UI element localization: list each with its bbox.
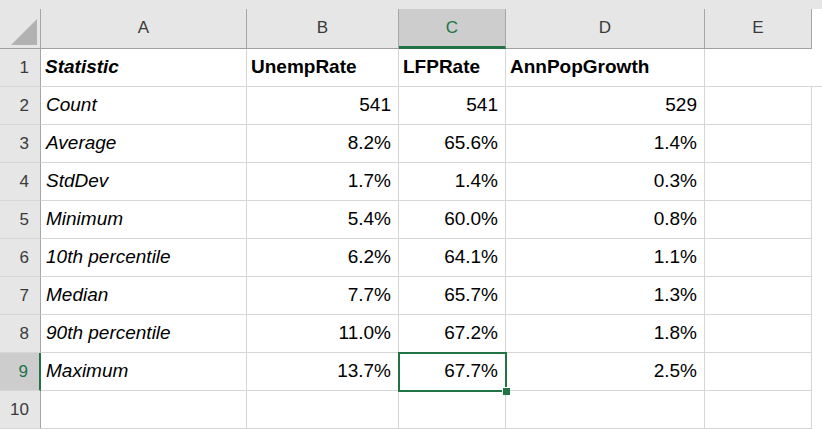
cell-D5[interactable]: 0.8% xyxy=(506,201,705,239)
row-header-7[interactable]: 7 xyxy=(0,277,41,315)
cell-B2[interactable]: 541 xyxy=(247,87,399,125)
cell-D4[interactable]: 0.3% xyxy=(506,163,705,201)
cell-B6[interactable]: 6.2% xyxy=(247,239,399,277)
cell-E4[interactable] xyxy=(705,163,812,201)
column-header-E[interactable]: E xyxy=(705,9,812,49)
spreadsheet-row-3: Average 8.2% 65.6% 1.4% xyxy=(41,125,812,163)
column-header-B[interactable]: B xyxy=(247,9,399,49)
cell-grid: Statistic UnempRate LFPRate AnnPopGrowth… xyxy=(41,49,812,429)
cell-D10[interactable] xyxy=(506,391,705,429)
row-header-1[interactable]: 1 xyxy=(0,49,41,87)
cell-A6[interactable]: 10th percentile xyxy=(41,239,247,277)
spreadsheet-row-5: Minimum 5.4% 60.0% 0.8% xyxy=(41,201,812,239)
cell-C2[interactable]: 541 xyxy=(399,87,506,125)
cell-D7[interactable]: 1.3% xyxy=(506,277,705,315)
select-all-triangle-icon xyxy=(11,19,37,45)
cell-A10[interactable] xyxy=(41,391,247,429)
column-header-A[interactable]: A xyxy=(41,9,247,49)
cell-E8[interactable] xyxy=(705,315,812,353)
fill-handle[interactable] xyxy=(502,387,510,395)
cell-D3[interactable]: 1.4% xyxy=(506,125,705,163)
cell-B1[interactable]: UnempRate xyxy=(247,49,399,87)
row-header-4[interactable]: 4 xyxy=(0,163,41,201)
cell-E9[interactable] xyxy=(705,353,812,391)
cell-D1[interactable]: AnnPopGrowth xyxy=(506,49,705,87)
cell-A5[interactable]: Minimum xyxy=(41,201,247,239)
top-strip xyxy=(0,0,822,9)
cell-E6[interactable] xyxy=(705,239,812,277)
cell-B9[interactable]: 13.7% xyxy=(247,353,399,391)
cell-C1[interactable]: LFPRate xyxy=(399,49,506,87)
column-header-D[interactable]: D xyxy=(506,9,705,49)
cell-B10[interactable] xyxy=(247,391,399,429)
cell-A9[interactable]: Maximum xyxy=(41,353,247,391)
cell-A1[interactable]: Statistic xyxy=(41,49,247,87)
cell-A2[interactable]: Count xyxy=(41,87,247,125)
cell-C4[interactable]: 1.4% xyxy=(399,163,506,201)
row-header-bar: 1 2 3 4 5 6 7 8 9 10 xyxy=(0,49,41,429)
cell-B5[interactable]: 5.4% xyxy=(247,201,399,239)
cell-D8[interactable]: 1.8% xyxy=(506,315,705,353)
row-header-10[interactable]: 10 xyxy=(0,391,41,429)
spreadsheet-row-4: StdDev 1.7% 1.4% 0.3% xyxy=(41,163,812,201)
row-header-6[interactable]: 6 xyxy=(0,239,41,277)
column-header-bar: A B C D E xyxy=(0,9,812,49)
row-header-9[interactable]: 9 xyxy=(0,353,41,391)
spreadsheet-row-7: Median 7.7% 65.7% 1.3% xyxy=(41,277,812,315)
spreadsheet-row-2: Count 541 541 529 xyxy=(41,87,812,125)
cell-A3[interactable]: Average xyxy=(41,125,247,163)
spreadsheet-row-1: Statistic UnempRate LFPRate AnnPopGrowth xyxy=(41,49,812,87)
cell-D9[interactable]: 2.5% xyxy=(506,353,705,391)
cell-A8[interactable]: 90th percentile xyxy=(41,315,247,353)
select-all-button[interactable] xyxy=(0,9,41,49)
cell-A7[interactable]: Median xyxy=(41,277,247,315)
row-header-3[interactable]: 3 xyxy=(0,125,41,163)
cell-D2[interactable]: 529 xyxy=(506,87,705,125)
row-header-5[interactable]: 5 xyxy=(0,201,41,239)
cell-E1[interactable] xyxy=(705,49,812,87)
spreadsheet-row-8: 90th percentile 11.0% 67.2% 1.8% xyxy=(41,315,812,353)
cell-E5[interactable] xyxy=(705,201,812,239)
cell-A4[interactable]: StdDev xyxy=(41,163,247,201)
cell-C5[interactable]: 60.0% xyxy=(399,201,506,239)
row-header-8[interactable]: 8 xyxy=(0,315,41,353)
cell-B7[interactable]: 7.7% xyxy=(247,277,399,315)
cell-D6[interactable]: 1.1% xyxy=(506,239,705,277)
cell-C10[interactable] xyxy=(399,391,506,429)
cell-E7[interactable] xyxy=(705,277,812,315)
spreadsheet-row-6: 10th percentile 6.2% 64.1% 1.1% xyxy=(41,239,812,277)
row-header-2[interactable]: 2 xyxy=(0,87,41,125)
cell-E3[interactable] xyxy=(705,125,812,163)
cell-B4[interactable]: 1.7% xyxy=(247,163,399,201)
spreadsheet: A B C D E 1 2 3 4 5 6 7 8 9 10 Statistic… xyxy=(0,0,822,430)
cell-C7[interactable]: 65.7% xyxy=(399,277,506,315)
column-header-C[interactable]: C xyxy=(399,9,506,49)
gridline-extension xyxy=(812,86,822,87)
cell-B8[interactable]: 11.0% xyxy=(247,315,399,353)
cell-C8[interactable]: 67.2% xyxy=(399,315,506,353)
spreadsheet-row-10 xyxy=(41,391,812,429)
spreadsheet-row-9: Maximum 13.7% 67.7% 2.5% xyxy=(41,353,812,391)
cell-C6[interactable]: 64.1% xyxy=(399,239,506,277)
cell-C9-selected[interactable]: 67.7% xyxy=(399,353,506,391)
cell-E2[interactable] xyxy=(705,87,812,125)
cell-E10[interactable] xyxy=(705,391,812,429)
cell-C3[interactable]: 65.6% xyxy=(399,125,506,163)
cell-B3[interactable]: 8.2% xyxy=(247,125,399,163)
